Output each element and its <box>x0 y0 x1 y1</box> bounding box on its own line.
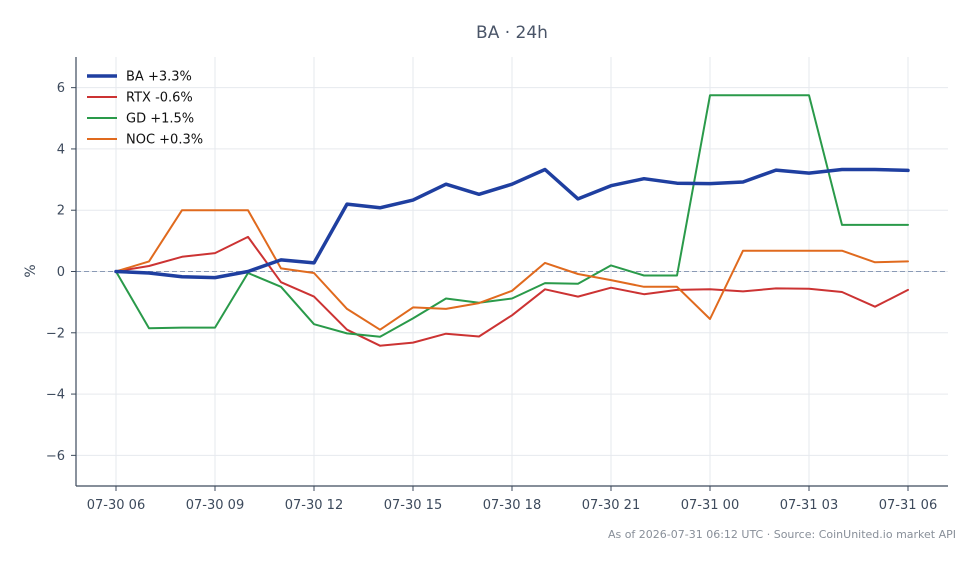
legend-label-gd: GD +1.5% <box>126 112 194 127</box>
x-tick-label: 07-30 21 <box>582 498 640 513</box>
axes <box>71 57 948 491</box>
legend-label-ba: BA +3.3% <box>126 70 192 85</box>
y-tick-label: −2 <box>46 326 65 341</box>
tick-labels: −6 −4 −2 0 2 4 6 07-30 06 07-30 09 07-30 12 07-30 … <box>46 81 937 513</box>
legend-label-noc: NOC +0.3% <box>126 133 203 148</box>
x-tick-label: 07-31 00 <box>681 498 739 513</box>
x-tick-label: 07-30 12 <box>285 498 343 513</box>
y-tick-label: 6 <box>57 81 65 96</box>
x-tick-label: 07-30 15 <box>384 498 442 513</box>
chart-title: BA · 24h <box>476 23 548 43</box>
legend-label-rtx: RTX -0.6% <box>126 91 193 106</box>
x-tick-label: 07-31 06 <box>879 498 937 513</box>
footer-source: As of 2026-07-31 06:12 UTC · Source: Coi… <box>608 528 956 541</box>
y-tick-label: −6 <box>46 449 65 464</box>
series-line-rtx <box>115 235 909 347</box>
y-tick-label: 4 <box>57 142 65 157</box>
legend: BA +3.3% RTX -0.6% GD +1.5% NOC +0.3% <box>87 70 203 148</box>
y-tick-label: 2 <box>57 204 65 219</box>
y-axis-label: % <box>23 264 39 277</box>
series-line-noc <box>115 209 909 331</box>
x-tick-label: 07-30 06 <box>87 498 145 513</box>
y-tick-label: 0 <box>57 265 65 280</box>
series-layer <box>114 94 910 347</box>
x-tick-label: 07-30 09 <box>186 498 244 513</box>
y-tick-label: −4 <box>46 388 65 403</box>
series-line-ba <box>114 167 910 280</box>
x-tick-label: 07-30 18 <box>483 498 541 513</box>
x-tick-label: 07-31 03 <box>780 498 838 513</box>
